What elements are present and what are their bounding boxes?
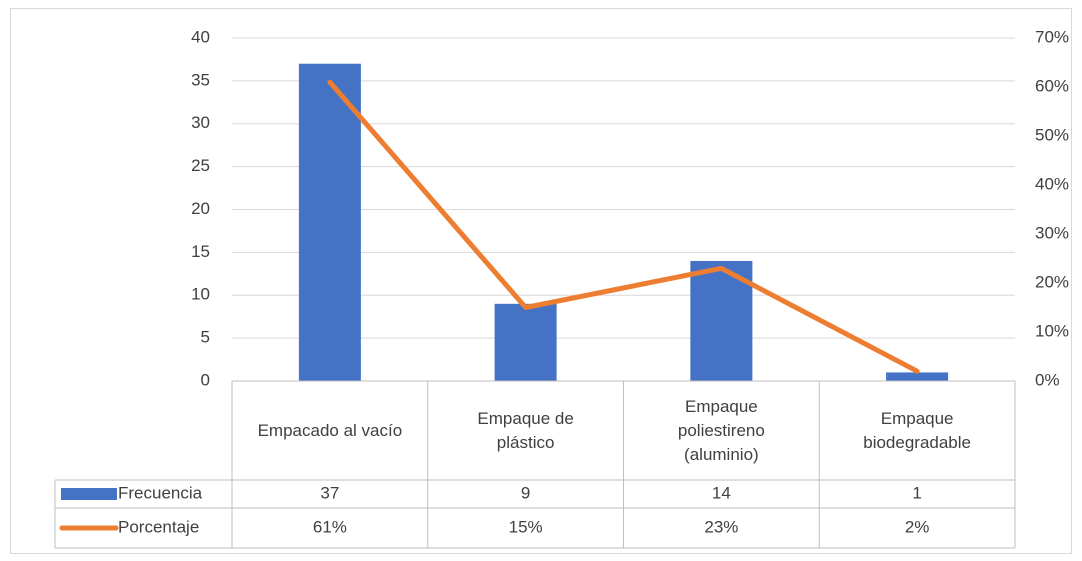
y2-tick-label: 40% [1035, 174, 1069, 193]
y2-tick-label: 20% [1035, 272, 1069, 291]
y2-tick-label: 60% [1035, 76, 1069, 95]
y-tick-label: 0 [201, 370, 210, 389]
y-tick-label: 40 [191, 27, 210, 46]
legend-key [61, 488, 117, 500]
y2-tick-label: 0% [1035, 370, 1060, 389]
table-value: 1 [912, 483, 921, 502]
y-tick-label: 25 [191, 156, 210, 175]
table-value: 9 [521, 483, 530, 502]
bar [886, 372, 949, 381]
line [327, 79, 920, 374]
table-value: 61% [313, 517, 347, 536]
table-value: 37 [320, 483, 339, 502]
table-value: 2% [905, 517, 930, 536]
table-value: 23% [704, 517, 738, 536]
legend-label: Porcentaje [118, 517, 199, 536]
y-tick-label: 35 [191, 70, 210, 89]
chart-frame [10, 8, 1072, 554]
y2-tick-label: 10% [1035, 321, 1069, 340]
legend-label: Frecuencia [118, 483, 203, 502]
x-tick-label: Empaque biodegradable [863, 408, 971, 452]
bar [298, 63, 361, 381]
y-tick-label: 5 [201, 328, 210, 347]
y2-tick-label: 30% [1035, 223, 1069, 242]
y-tick-label: 10 [191, 285, 210, 304]
x-tick-label: Empacado al vacío [257, 420, 403, 440]
bar [494, 303, 557, 381]
y-tick-label: 15 [191, 242, 210, 261]
table-value: 14 [712, 483, 731, 502]
y2-tick-label: 70% [1035, 27, 1069, 46]
y-tick-label: 20 [191, 199, 210, 218]
y-tick-label: 30 [191, 113, 210, 132]
x-tick-label: Empaque de plástico [477, 408, 574, 452]
x-tick-label: Empaque poliestireno (aluminio) [677, 396, 765, 464]
table-value: 15% [509, 517, 543, 536]
y2-tick-label: 50% [1035, 125, 1069, 144]
